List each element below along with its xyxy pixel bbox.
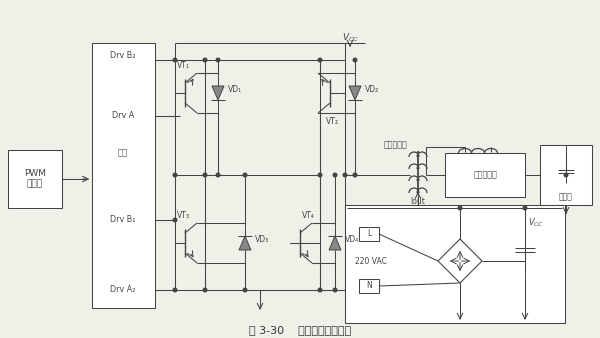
Text: 驱动: 驱动 [118,148,128,158]
Circle shape [243,173,247,177]
Circle shape [203,173,207,177]
Text: 图 3-30    全桥型电路原理图: 图 3-30 全桥型电路原理图 [249,325,351,335]
Polygon shape [329,236,341,250]
Circle shape [564,173,568,177]
Circle shape [333,173,337,177]
Circle shape [458,206,462,210]
Circle shape [173,173,177,177]
Circle shape [353,173,357,177]
Bar [540,145,592,205]
Circle shape [203,58,207,62]
Text: VT₃: VT₃ [176,211,190,219]
Text: Drv A₂: Drv A₂ [110,286,136,294]
Text: VD₄: VD₄ [345,235,359,243]
Circle shape [173,288,177,292]
Bar [359,279,379,293]
Circle shape [523,206,527,210]
Circle shape [243,288,247,292]
Circle shape [318,173,322,177]
Text: N: N [366,282,372,290]
Circle shape [216,173,220,177]
Polygon shape [349,86,361,100]
Circle shape [173,218,177,222]
Circle shape [216,58,220,62]
Bar [345,205,565,323]
Text: Drv B₁: Drv B₁ [110,216,136,224]
Text: PWM: PWM [24,169,46,177]
Circle shape [353,58,357,62]
Polygon shape [239,236,251,250]
Bar [92,43,155,308]
Bar [8,150,62,208]
Text: 输出变压器: 输出变压器 [383,141,407,149]
Text: Drv B₂: Drv B₂ [110,51,136,61]
Circle shape [318,58,322,62]
Text: Iout: Iout [410,196,425,206]
Text: 控制器: 控制器 [27,179,43,189]
Text: $V_{CC}$: $V_{CC}$ [341,32,358,44]
Bar [359,227,379,241]
Text: VD₁: VD₁ [228,84,242,94]
Text: Drv A: Drv A [112,112,134,121]
Text: VT₂: VT₂ [325,117,338,125]
Text: 220 VAC: 220 VAC [355,257,387,266]
Text: VD₂: VD₂ [365,84,379,94]
Text: 换能器: 换能器 [559,193,573,201]
Text: 输出匹配器: 输出匹配器 [473,170,497,179]
Bar [445,153,525,197]
Text: VT₁: VT₁ [176,61,190,70]
Circle shape [203,288,207,292]
Circle shape [318,288,322,292]
Text: VD₃: VD₃ [255,235,269,243]
Text: $V_{CC}$: $V_{CC}$ [528,217,544,229]
Circle shape [333,288,337,292]
Circle shape [173,58,177,62]
Polygon shape [212,86,224,100]
Circle shape [343,173,347,177]
Text: L: L [367,230,371,239]
Text: VT₄: VT₄ [302,211,314,219]
